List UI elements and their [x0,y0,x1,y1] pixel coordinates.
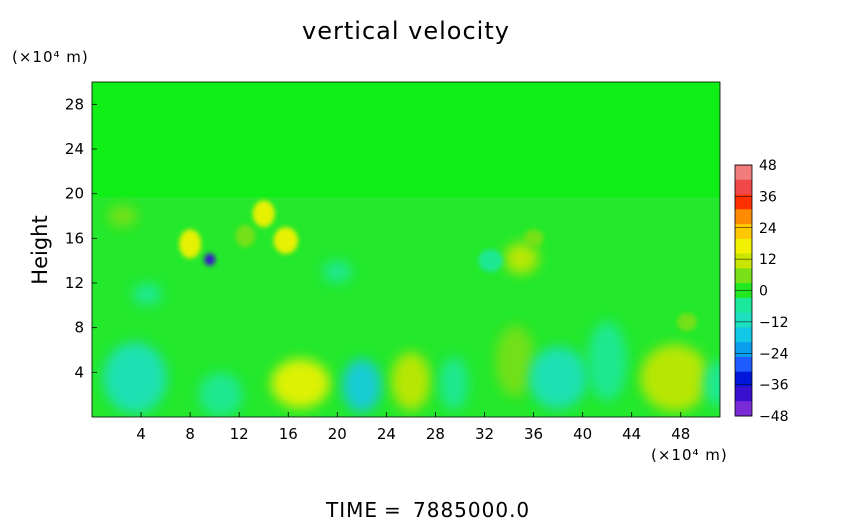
field-feature [252,200,275,228]
colorbar-tick-label: 0 [759,284,768,300]
colorbar-segment [735,194,752,210]
x-tick-label: 4 [136,425,146,443]
field-feature [439,356,469,411]
field-feature [677,313,697,332]
colorbar-segment [735,165,752,181]
time-equals: = [384,498,401,519]
upper-layer [92,82,720,197]
field-feature [103,342,167,414]
x-tick-label: 32 [475,425,494,443]
colorbar-tick-label: 36 [759,189,777,205]
time-value: 7885000.0 [413,498,530,519]
field-feature [235,224,256,248]
x-tick-label: 12 [230,425,249,443]
x-tick-label: 16 [279,425,298,443]
colorbar-segment [735,268,752,284]
y-tick-label: 8 [74,319,84,337]
x-tick-label: 44 [622,425,641,443]
colorbar-segment [735,327,752,343]
colorbar-segment [735,179,752,196]
colorbar-tick-label: −36 [759,378,789,394]
colorbar-segment [735,224,752,240]
x-tick-label: 8 [185,425,195,443]
field-feature [702,361,720,406]
colorbar-segment [735,356,752,373]
y-tick-label: 20 [65,185,84,203]
field-feature [198,372,243,417]
colorbar-segment [735,253,752,269]
y-axis: 4 8 12 16 20 24 28 [65,95,97,381]
field-feature [587,320,627,402]
y-tick-label: 12 [65,274,84,292]
x-tick-label: 40 [573,425,592,443]
colorbar-segment [735,238,752,255]
field-feature [495,325,535,397]
colorbar-tick-label: 48 [759,158,777,174]
field-feature [640,344,709,412]
colorbar-tick-label: −24 [759,346,789,362]
field-feature [322,260,353,284]
y-tick-label: 16 [65,229,84,247]
colorbar-segment [735,386,752,402]
field-features [103,200,720,417]
field-feature [204,253,216,266]
field-feature [342,358,382,413]
y-axis-label: Height [28,215,52,284]
y-tick-label: 24 [65,140,84,158]
colorbar-tick-label: 12 [759,252,777,268]
colorbar-segment [735,297,752,314]
x-tick-label: 36 [524,425,543,443]
time-label: TIME [325,498,378,519]
field-feature [528,346,588,410]
y-tick-label: 28 [65,95,84,113]
time-footer: TIME = 7885000.0 [325,498,530,522]
colorbar-segment [735,342,752,358]
x-axis: 4 8 12 16 20 24 28 32 36 40 44 48 [136,412,690,443]
colorbar-segment [735,401,752,417]
field-feature [478,249,503,272]
field-feature [523,229,544,248]
y-unit-label: (×10⁴ m) [12,48,89,66]
x-tick-label: 28 [426,425,445,443]
colorbar: 48 36 24 12 0 −12 −24 −36 −48 [734,158,789,425]
colorbar-tick-label: −12 [759,315,789,331]
x-tick-label: 20 [328,425,347,443]
colorbar-segment [735,371,752,387]
plot-frame [91,81,721,418]
field-feature [391,352,431,411]
colorbar-tick-label: 24 [759,221,777,237]
colorbar-segment [735,209,752,225]
field-feature [271,358,330,409]
field-feature [107,204,138,228]
x-tick-label: 24 [377,425,396,443]
x-tick-label: 48 [671,425,690,443]
field-feature [273,227,299,254]
y-tick-label: 4 [74,363,84,381]
x-unit-label: (×10⁴ m) [651,446,728,464]
colorbar-segment [735,312,752,328]
field-feature [132,283,162,306]
field-feature [179,229,202,259]
plot-area [92,82,720,417]
colorbar-tick-label: −48 [759,409,789,425]
chart-title: vertical velocity [302,17,510,45]
field-feature [504,242,539,275]
